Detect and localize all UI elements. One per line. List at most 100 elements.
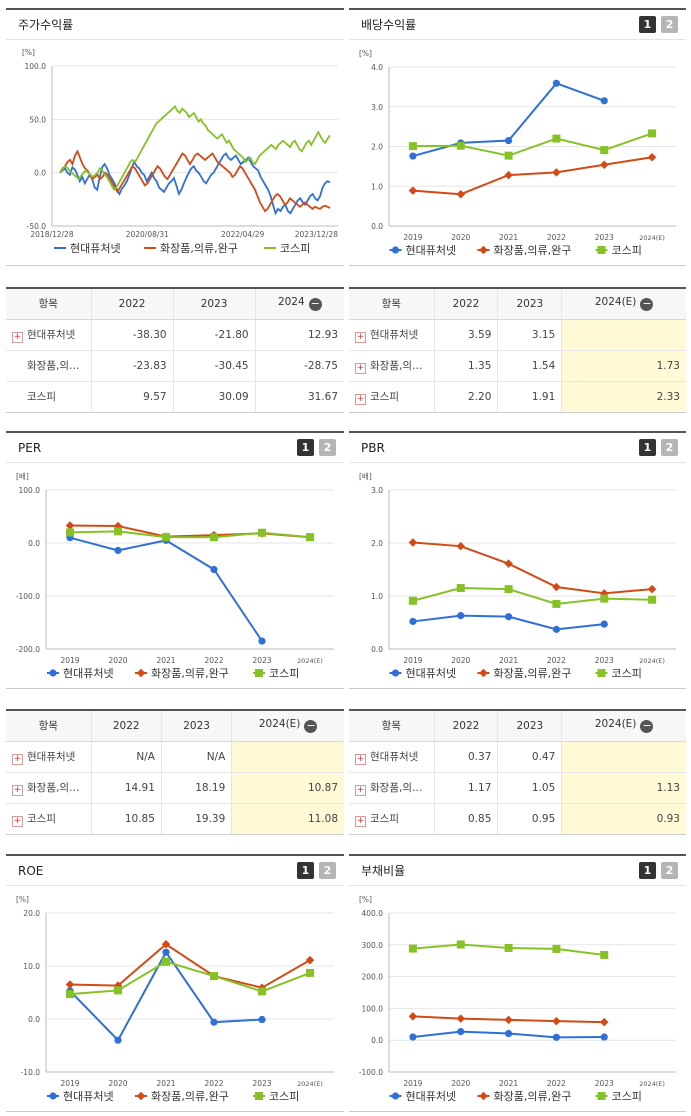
y-tick-label: -200.0	[16, 645, 40, 654]
data-point	[600, 160, 609, 170]
data-point	[552, 599, 561, 608]
page-1-button[interactable]: 1	[639, 16, 656, 33]
data-point	[479, 1091, 488, 1101]
page-2-button[interactable]: 2	[661, 16, 678, 33]
series-line	[412, 156, 653, 196]
table-cell: 9.57	[90, 381, 174, 412]
series-line	[59, 105, 331, 192]
expand-icon[interactable]: +	[12, 331, 23, 343]
data-point	[162, 948, 170, 956]
data-point	[136, 668, 146, 678]
table-cell: 0.95	[497, 803, 562, 834]
data-point	[597, 1092, 606, 1100]
data-point	[210, 1018, 218, 1026]
y-tick-label: 300.0	[362, 941, 384, 950]
y-tick-label: 3.0	[371, 486, 383, 495]
data-point	[114, 986, 122, 995]
expand-icon[interactable]: +	[355, 393, 366, 405]
expand-icon[interactable]: +	[355, 815, 366, 827]
data-point	[600, 146, 609, 155]
column-header: 2023	[497, 289, 562, 320]
data-point	[408, 538, 418, 547]
page-1-button[interactable]: 1	[297, 862, 314, 879]
table-row: + 코스피 10.85 19.39 11.08	[6, 803, 344, 834]
expand-icon[interactable]: +	[12, 784, 23, 796]
x-tick-label: 2020	[108, 656, 127, 665]
table-cell: 1.17	[433, 772, 498, 804]
series-line	[412, 587, 653, 605]
data-point	[255, 1092, 263, 1100]
collapse-icon[interactable]: −	[304, 719, 318, 734]
y-tick-label: 0.0	[28, 1015, 40, 1024]
legend-label: 화장품,의류,완구	[160, 242, 238, 255]
collapse-icon[interactable]: −	[308, 297, 322, 312]
row-label: 코스피	[27, 391, 56, 404]
row-label: + 코스피	[355, 390, 399, 405]
data-point	[409, 152, 417, 160]
legend-label: 코스피	[612, 1090, 642, 1103]
series-line	[59, 152, 331, 216]
data-point	[504, 1015, 513, 1025]
data-point	[49, 1092, 57, 1100]
y-tick-label: 3.0	[371, 103, 383, 112]
page-1-button[interactable]: 1	[639, 862, 656, 879]
table-cell: 31.67	[254, 381, 344, 412]
data-point	[552, 1016, 561, 1026]
table-row: + 화장품,의… 1.35 1.54 1.73	[349, 350, 686, 382]
column-header: 항목	[349, 711, 434, 742]
table-cell: -23.83	[90, 350, 174, 382]
table-cell: 0.85	[433, 803, 498, 834]
x-tick-label: 2020/08/31	[126, 230, 169, 239]
data-point	[597, 246, 606, 254]
data-point	[552, 944, 561, 953]
data-point	[504, 585, 513, 594]
legend-label: 현대퓨처넷	[70, 242, 121, 255]
x-tick-label: 2020	[451, 656, 470, 665]
page-2-button[interactable]: 2	[661, 862, 678, 879]
page-1-button[interactable]: 1	[297, 439, 314, 456]
expand-icon[interactable]: +	[12, 753, 23, 765]
expand-icon[interactable]: +	[355, 753, 366, 765]
column-header: 항목	[6, 711, 91, 742]
page-1-button[interactable]: 1	[639, 439, 656, 456]
column-header: 2024(E) −	[561, 711, 686, 742]
x-tick-label: 2021	[499, 656, 518, 665]
y-tick-label: 0.0	[28, 539, 40, 548]
data-point	[504, 613, 513, 621]
y-tick-label: 1.0	[371, 592, 383, 601]
collapse-icon[interactable]: −	[640, 297, 654, 312]
data-point	[647, 584, 657, 594]
data-point	[210, 565, 218, 574]
y-tick-label: 0.0	[371, 1036, 383, 1045]
x-tick-label: 2019	[60, 656, 79, 665]
x-tick-label: 2023	[252, 656, 271, 665]
expand-icon[interactable]: +	[355, 362, 366, 374]
data-point	[504, 136, 513, 145]
expand-icon[interactable]: +	[12, 815, 23, 827]
x-tick-label: 2019	[403, 233, 422, 242]
page-2-button[interactable]: 2	[661, 439, 678, 456]
x-tick-label: 2022	[204, 1079, 223, 1088]
data-point	[306, 533, 314, 542]
y-tick-label: 0.0	[34, 169, 46, 178]
page-2-button[interactable]: 2	[319, 862, 336, 879]
table-cell: 1.35	[433, 350, 498, 382]
data-point	[552, 134, 561, 143]
data-point	[456, 940, 465, 949]
y-tick-label: -50.0	[27, 222, 47, 231]
table-cell: -28.75	[254, 350, 344, 382]
data-point	[456, 584, 465, 593]
data-point	[162, 533, 170, 542]
expand-icon[interactable]: +	[355, 784, 366, 796]
table-cell: 30.09	[172, 381, 256, 412]
page-2-button[interactable]: 2	[319, 439, 336, 456]
table-cell: 1.13	[561, 772, 686, 804]
expand-icon[interactable]: +	[355, 331, 366, 343]
column-header: 항목	[6, 289, 91, 320]
legend-label: 화장품,의류,완구	[494, 1090, 572, 1103]
collapse-icon[interactable]: −	[640, 719, 654, 734]
table-row: 코스피 9.57 30.09 31.67	[6, 381, 344, 412]
panel-title: 부채비율	[361, 864, 406, 878]
data-point	[648, 129, 657, 138]
x-tick-label: 2020	[451, 1079, 470, 1088]
